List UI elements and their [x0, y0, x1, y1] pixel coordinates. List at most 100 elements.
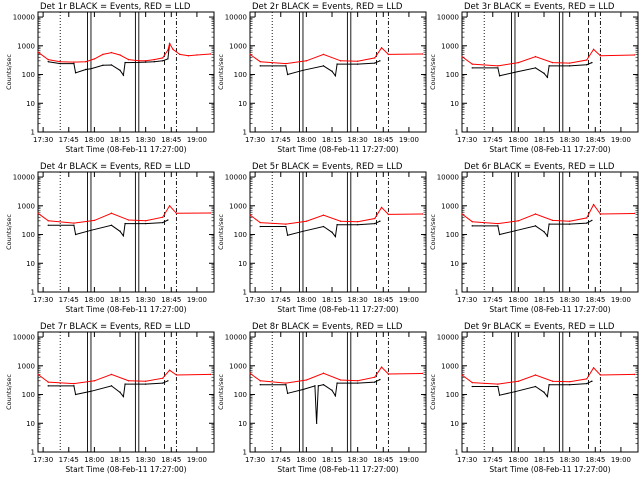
y-tick-label: 100	[446, 391, 459, 399]
x-tick-label: 18:00	[84, 136, 104, 144]
data-point	[59, 60, 61, 63]
y-tick-label: 100	[234, 71, 247, 79]
data-point	[543, 391, 545, 393]
data-point	[387, 373, 390, 375]
x-tick-label: 18:45	[373, 456, 393, 464]
data-point	[144, 380, 147, 382]
data-point	[90, 67, 92, 70]
data-point	[497, 222, 499, 225]
chart-panel-2: Det 2r BLACK = Events, RED = LLD 1 10 100 10…	[217, 2, 427, 154]
y-axis-title: Counts/sec	[217, 374, 225, 410]
x-tick-label: 18:15	[322, 456, 342, 464]
data-point	[374, 222, 376, 225]
data-point	[534, 385, 537, 388]
y-tick-label: 1	[455, 449, 459, 457]
data-point	[162, 382, 164, 384]
y-tick-label: 100	[22, 231, 35, 239]
x-tick-label: 18:45	[585, 456, 605, 464]
data-point	[209, 212, 212, 214]
data-point	[102, 53, 104, 56]
data-point	[534, 67, 537, 69]
x-tick-label: 17:45	[59, 136, 79, 144]
chart-title: Det 1r BLACK = Events, RED = LLD	[40, 2, 191, 12]
y-axis-title: Counts/sec	[217, 54, 225, 90]
data-point	[568, 383, 571, 386]
data-point	[124, 61, 126, 64]
data-point	[110, 64, 113, 66]
x-tick-label: 17:30	[457, 296, 477, 304]
x-tick-label: 18:45	[585, 296, 605, 304]
y-axis-title: Counts/sec	[217, 214, 225, 250]
x-axis-title: Start Time (08-Feb-11 17:27:00)	[489, 305, 610, 314]
chart-title: Det 5r BLACK = Events, RED = LLD	[252, 162, 403, 172]
data-point	[356, 223, 359, 226]
data-point	[586, 382, 588, 385]
plot-frame	[249, 331, 427, 453]
x-tick-label: 18:15	[322, 136, 342, 144]
data-point	[471, 63, 473, 65]
data-point	[336, 63, 338, 65]
data-point	[168, 205, 171, 207]
data-point	[514, 230, 516, 232]
data-point	[187, 55, 190, 57]
data-point	[74, 72, 77, 74]
data-point	[209, 53, 212, 55]
chart-title: Det 8r BLACK = Events, RED = LLD	[252, 322, 403, 332]
x-axis-title: Start Time (08-Feb-11 17:27:00)	[65, 145, 186, 154]
y-tick-label: 1	[31, 129, 35, 137]
y-tick-label: 1000	[17, 202, 35, 210]
data-point	[421, 372, 424, 375]
x-tick-label: 17:30	[33, 456, 53, 464]
data-point	[175, 374, 178, 376]
data-point	[599, 374, 602, 376]
data-point	[374, 381, 376, 383]
x-tick-label: 17:45	[483, 136, 503, 144]
data-point	[339, 60, 342, 62]
plot-frame	[37, 11, 215, 133]
y-axis-title: Counts/sec	[5, 214, 13, 250]
data-point	[153, 60, 155, 63]
data-point	[110, 385, 113, 387]
data-point	[90, 229, 92, 232]
y-tick-label: 100	[446, 71, 459, 79]
data-point	[633, 373, 636, 376]
data-point	[37, 212, 39, 214]
data-point	[59, 62, 61, 65]
data-point	[127, 380, 130, 382]
data-point	[380, 366, 383, 368]
x-tick-label: 18:00	[296, 456, 316, 464]
data-point	[259, 383, 261, 386]
data-point	[471, 220, 473, 223]
y-tick-label: 10000	[225, 14, 247, 22]
lld-series-line	[37, 42, 211, 63]
data-point	[331, 231, 333, 233]
data-point	[339, 379, 342, 381]
y-axis-title: Counts/sec	[429, 54, 437, 90]
data-point	[286, 73, 289, 76]
data-point	[302, 230, 304, 232]
data-point	[339, 220, 342, 222]
lld-series-line	[461, 366, 635, 385]
x-tick-label: 17:30	[245, 456, 265, 464]
plot-frame	[249, 11, 427, 133]
data-point	[93, 219, 96, 222]
data-point	[179, 53, 181, 56]
data-point	[285, 62, 287, 65]
y-tick-label: 10000	[13, 174, 35, 182]
data-point	[144, 383, 147, 385]
lld-series-line	[37, 369, 211, 385]
data-point	[314, 385, 316, 387]
data-point	[546, 395, 549, 398]
chart-panel-9: Det 9r BLACK = Events, RED = LLD 1 10 100 10…	[429, 322, 639, 474]
y-tick-label: 1000	[441, 202, 459, 210]
chart-panel-1: Det 1r BLACK = Events, RED = LLD 1 10 100 10…	[5, 2, 215, 154]
x-tick-label: 18:45	[373, 296, 393, 304]
data-point	[286, 234, 289, 236]
data-point	[196, 54, 198, 56]
chart-title: Det 9r BLACK = Events, RED = LLD	[464, 322, 615, 332]
data-point	[305, 379, 308, 381]
data-point	[127, 219, 130, 221]
data-point	[93, 380, 96, 382]
data-point	[85, 68, 87, 71]
